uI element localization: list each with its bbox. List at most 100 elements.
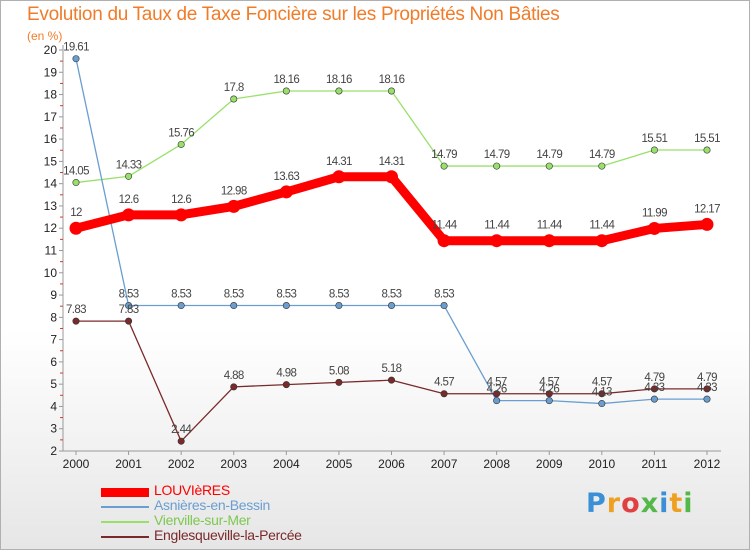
data-point	[440, 390, 448, 398]
data-point	[125, 172, 133, 180]
y-tick-label: 5	[50, 377, 57, 391]
y-tick-label: 6	[50, 355, 57, 369]
data-label: 4.26	[539, 384, 559, 396]
data-point	[230, 383, 238, 391]
data-label: 8.53	[434, 289, 454, 301]
x-tick-label: 2007	[431, 457, 458, 471]
data-point	[230, 302, 238, 310]
data-label: 11.44	[537, 220, 563, 232]
data-label: 19.61	[63, 42, 89, 54]
x-tick-label: 2001	[115, 457, 142, 471]
data-label: 4.57	[434, 377, 454, 389]
data-point	[230, 95, 238, 103]
chart-title: Evolution du Taux de Taxe Foncière sur l…	[27, 4, 560, 25]
data-point	[282, 87, 290, 95]
logo-letter: t	[669, 488, 684, 519]
data-label: 12	[70, 207, 82, 219]
data-point	[335, 378, 343, 386]
data-label: 4.88	[224, 370, 244, 382]
x-tick-label: 2006	[378, 457, 405, 471]
data-point	[227, 199, 241, 213]
data-point	[440, 162, 448, 170]
data-label: 18.16	[273, 74, 299, 86]
data-point	[598, 390, 606, 398]
y-tick-label: 12	[44, 221, 58, 235]
data-point	[387, 376, 395, 384]
data-point	[703, 395, 711, 403]
data-point	[545, 390, 553, 398]
data-label: 8.53	[119, 289, 139, 301]
data-label: 2.44	[171, 424, 192, 436]
data-label: 14.33	[116, 159, 142, 171]
data-label: 8.53	[224, 289, 244, 301]
data-point	[122, 208, 136, 222]
data-point	[177, 437, 185, 445]
data-label: 11.99	[642, 207, 667, 219]
x-tick-label: 2009	[536, 457, 563, 471]
y-tick-label: 18	[44, 88, 58, 102]
y-tick-label: 20	[44, 43, 58, 57]
data-label: 8.53	[276, 289, 296, 301]
data-label: 14.31	[326, 156, 352, 168]
data-label: 12.6	[171, 194, 191, 206]
data-label: 4.57	[539, 377, 559, 389]
data-label: 14.79	[431, 149, 457, 161]
y-tick-label: 11	[45, 244, 58, 258]
data-point	[545, 162, 553, 170]
data-label: 4.79	[644, 372, 664, 384]
data-label: 14.31	[379, 156, 405, 168]
data-point	[279, 185, 293, 199]
data-point	[385, 170, 398, 184]
data-label: 4.33	[697, 382, 717, 394]
legend-swatch	[101, 487, 149, 497]
y-tick-label: 14	[44, 177, 58, 191]
data-label: 4.13	[592, 387, 612, 399]
data-label: 5.08	[329, 365, 349, 377]
logo-letter: x	[640, 488, 660, 519]
data-label: 7.83	[66, 304, 86, 316]
data-point	[125, 302, 133, 310]
data-label: 12.6	[119, 194, 139, 206]
logo-letter: o	[621, 488, 641, 519]
data-point	[703, 385, 711, 393]
data-point	[282, 381, 290, 389]
data-label: 14.79	[484, 149, 510, 161]
data-label: 11.44	[589, 220, 615, 232]
x-tick-label: 2000	[63, 457, 90, 471]
data-point	[72, 179, 80, 187]
y-tick-label: 3	[50, 422, 57, 436]
legend-label: Englesqueville-la-Percée	[154, 527, 302, 543]
data-point	[177, 140, 185, 148]
legend-label: Vierville-sur-Mer	[154, 512, 251, 528]
y-tick-label: 16	[44, 132, 58, 146]
data-label: 4.57	[592, 377, 612, 389]
data-point	[335, 302, 343, 310]
x-tick-label: 2002	[168, 457, 195, 471]
data-point	[72, 317, 80, 325]
data-point	[650, 395, 658, 403]
logo-letter: i	[683, 488, 694, 519]
y-tick-label: 9	[50, 288, 57, 302]
x-tick-label: 2005	[326, 457, 353, 471]
data-point	[437, 234, 451, 248]
legend-swatch	[101, 521, 149, 523]
data-point	[174, 208, 188, 222]
data-label: 18.16	[326, 74, 352, 86]
data-point	[595, 234, 609, 248]
y-tick-label: 19	[44, 65, 58, 79]
data-label: 15.51	[694, 133, 720, 145]
data-label: 14.05	[63, 166, 89, 178]
chart-axes: 2 3 4 5 6 7 8 9 10 11 12 13 14 15 16 17 18 19 20 2000 2001 20…	[44, 43, 721, 471]
data-label: 14.79	[589, 149, 615, 161]
x-tick-label: 2012	[694, 457, 721, 471]
y-tick-label: 15	[44, 154, 58, 168]
x-tick-label: 2011	[642, 457, 668, 471]
data-label: 15.51	[642, 133, 668, 145]
proxiti-logo: Proxiti	[586, 488, 694, 519]
data-point	[387, 87, 395, 95]
data-label: 13.63	[273, 171, 299, 183]
y-tick-label: 8	[50, 310, 57, 324]
data-label: 18.16	[379, 74, 405, 86]
data-point	[440, 302, 448, 310]
